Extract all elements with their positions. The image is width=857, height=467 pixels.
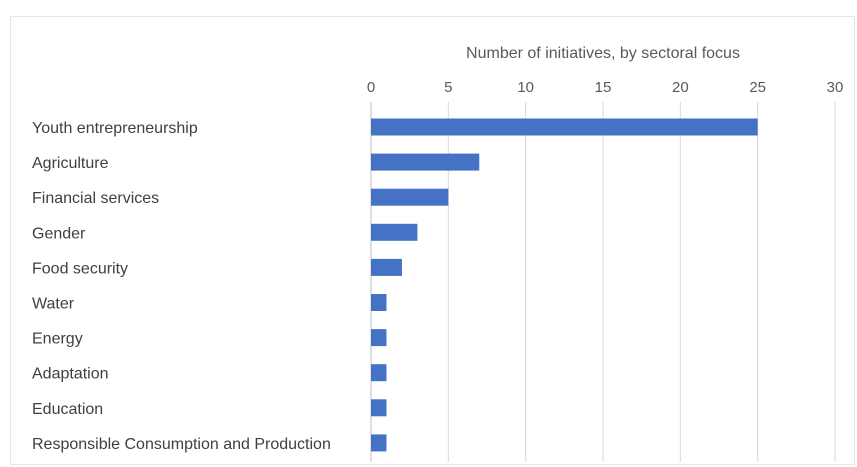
category-label: Gender (32, 225, 86, 242)
bar (371, 153, 480, 171)
bar (371, 188, 449, 206)
x-tick-label: 25 (749, 79, 766, 96)
category-label: Adaptation (32, 366, 109, 383)
bar (371, 118, 758, 136)
bars (371, 118, 758, 452)
x-tick-label: 5 (444, 79, 452, 96)
bar (371, 258, 402, 276)
bar (371, 329, 387, 347)
chart-title: Number of initiatives, by sectoral focus (466, 45, 740, 62)
category-labels: Youth entrepreneurship Agriculture Financi… (32, 120, 331, 453)
category-label: Food security (32, 260, 128, 277)
category-label: Responsible Consumption and Production (32, 436, 331, 453)
category-label: Youth entrepreneurship (32, 120, 198, 137)
bar (371, 434, 387, 452)
bar (371, 294, 387, 311)
x-tick-label: 0 (367, 79, 375, 96)
x-tick-label: 10 (517, 79, 534, 96)
category-label: Financial services (32, 190, 159, 207)
bar (371, 399, 387, 417)
category-label: Agriculture (32, 155, 109, 172)
x-tick-label: 15 (595, 79, 612, 96)
bar (371, 364, 387, 382)
x-tick-label: 20 (672, 79, 689, 96)
x-axis-tick-labels: 0 5 10 15 20 25 30 (367, 79, 844, 96)
category-label: Energy (32, 331, 83, 348)
category-label: Water (32, 296, 75, 313)
category-label: Education (32, 401, 103, 418)
bar (371, 223, 418, 241)
chart-frame (10, 16, 855, 465)
x-tick-label: 30 (827, 79, 844, 96)
